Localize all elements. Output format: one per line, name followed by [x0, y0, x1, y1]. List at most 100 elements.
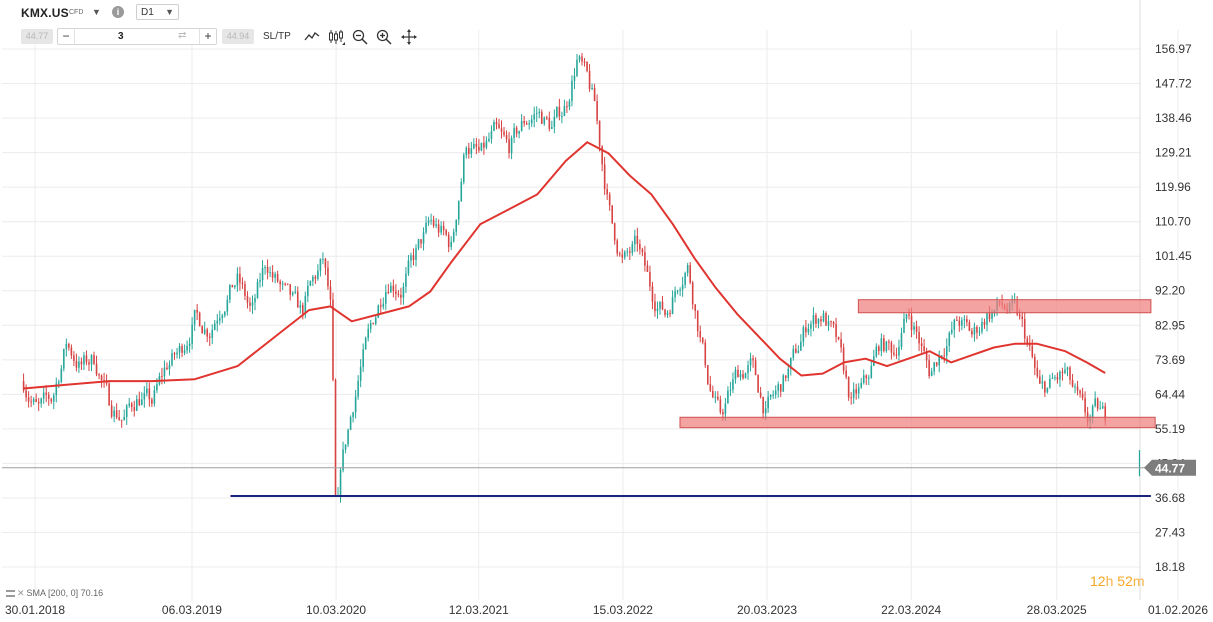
candle-body [679, 289, 681, 291]
candle-body [1036, 367, 1039, 377]
zoom-out-icon[interactable] [351, 28, 369, 46]
candle-body [621, 254, 624, 258]
volume-value[interactable]: 3 [118, 31, 124, 42]
candle-body [284, 283, 286, 285]
candle-body [588, 70, 591, 90]
candle-body [485, 140, 488, 148]
candle-body [488, 138, 490, 141]
candle-body [286, 283, 289, 285]
candle-body [289, 284, 292, 295]
candle-body [206, 329, 209, 337]
candle-body [772, 394, 774, 396]
candle-body [513, 127, 515, 138]
candle-body [344, 444, 347, 450]
symbol-label[interactable]: KMX.US [21, 6, 69, 20]
candle-body [802, 327, 805, 342]
candle-body [80, 361, 83, 365]
candle-body [573, 75, 576, 81]
candle-body [22, 381, 25, 391]
candle-body [691, 282, 694, 305]
candle-body [561, 116, 563, 118]
candle-countdown: 12h 52m [1090, 573, 1145, 589]
candle-body [968, 322, 971, 331]
candle-body [578, 56, 581, 60]
candle-body [596, 101, 598, 121]
candle-body [246, 295, 249, 303]
x-tick-label: 30.01.2018 [5, 603, 65, 617]
candle-body [611, 205, 613, 224]
candle-body [915, 326, 918, 332]
sma-indicator-label[interactable]: SMA [200, 0] 70.16 [26, 588, 104, 598]
candle-body [385, 292, 387, 304]
candle-body [807, 328, 810, 333]
bid-price-box[interactable]: 44.77 [21, 29, 53, 44]
candle-body [548, 117, 551, 129]
candle-body [244, 284, 246, 296]
y-tick-label: 119.96 [1155, 180, 1191, 194]
candle-body [903, 318, 905, 334]
line-chart-icon[interactable] [303, 28, 321, 46]
info-icon[interactable]: i [112, 6, 124, 18]
candle-body [800, 341, 802, 351]
menu-icon[interactable] [6, 590, 15, 598]
candle-body [510, 137, 513, 154]
candle-body [1056, 377, 1059, 380]
candle-body [689, 265, 691, 283]
candle-body [395, 291, 397, 294]
candle-body [259, 280, 261, 282]
decrease-volume-button[interactable]: − [58, 29, 75, 44]
candle-body [568, 101, 571, 107]
ask-price-box[interactable]: 44.94 [222, 29, 254, 44]
candle-body [709, 383, 712, 391]
zoom-in-icon[interactable] [375, 28, 393, 46]
swap-icon[interactable]: ⇄ [178, 30, 187, 41]
candle-body [938, 356, 941, 366]
candle-body [27, 397, 30, 402]
candle-body [171, 353, 173, 366]
candle-body [211, 329, 214, 338]
pan-icon[interactable] [400, 28, 418, 46]
candle-body [125, 405, 128, 417]
candles-icon[interactable] [327, 28, 345, 46]
candle-body [45, 392, 48, 395]
candle-body [224, 311, 226, 316]
candle-body [1079, 390, 1081, 394]
indicator-legend[interactable]: ✕ SMA [200, 0] 70.16 [6, 588, 103, 599]
candle-body [727, 390, 729, 404]
volume-stepper[interactable]: − 3 ⇄ + [57, 28, 217, 45]
candle-body [1031, 345, 1034, 357]
candle-body [1091, 405, 1094, 417]
increase-volume-button[interactable]: + [199, 29, 216, 44]
candle-body [229, 284, 231, 300]
candle-body [850, 397, 852, 399]
candle-body [551, 126, 553, 129]
candle-body [427, 220, 430, 223]
candle-body [815, 315, 817, 324]
candle-body [115, 410, 118, 418]
chevron-down-icon[interactable]: ▼ [92, 7, 101, 17]
candle-body [349, 417, 352, 430]
candle-body [495, 121, 498, 125]
candle-body [95, 363, 98, 375]
candle-body [769, 394, 772, 398]
candle-body [1074, 386, 1076, 388]
x-tick-label: 20.03.2023 [737, 603, 797, 617]
candle-body [450, 241, 453, 247]
candle-body [151, 399, 153, 404]
candle-body [130, 403, 133, 408]
candle-body [832, 322, 835, 325]
close-icon[interactable]: ✕ [17, 588, 25, 598]
sltp-button[interactable]: SL/TP [263, 31, 291, 42]
y-tick-label: 36.68 [1155, 491, 1185, 505]
candle-body [493, 121, 495, 131]
candle-body [878, 346, 880, 352]
candle-body [963, 319, 966, 321]
candle-body [1104, 406, 1107, 421]
timeframe-select[interactable]: D1 ▼ [136, 4, 179, 20]
candle-body [78, 361, 80, 368]
candle-body [362, 349, 364, 368]
candle-body [883, 338, 885, 351]
candle-body [739, 374, 742, 378]
candle-body [146, 388, 148, 394]
